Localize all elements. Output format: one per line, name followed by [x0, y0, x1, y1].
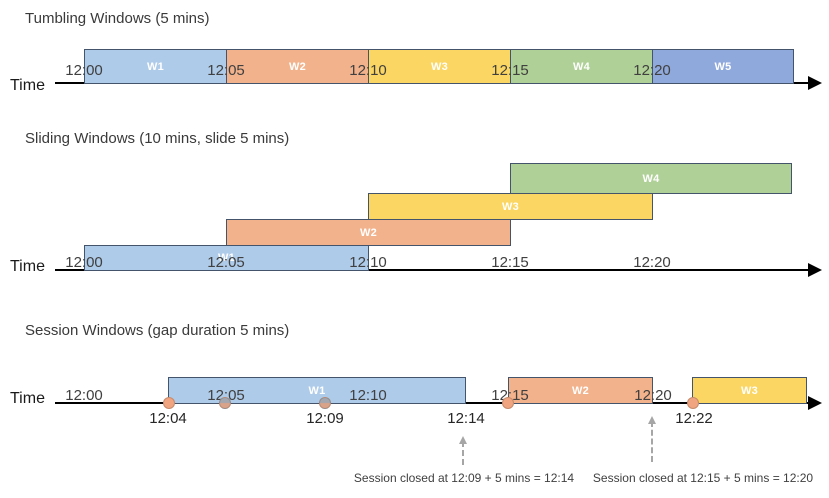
session-window-w2: W2	[508, 377, 653, 404]
window-label: W4	[642, 172, 660, 185]
event-dot-1209	[319, 397, 331, 409]
tumbling-window-w2: W2	[226, 49, 369, 84]
session-event-label-1209: 12:09	[306, 410, 344, 427]
session-tick-1220: 12:20	[634, 387, 672, 404]
session-close-arrow-icon-2	[648, 416, 656, 462]
tumbling-axis-arrow-icon	[808, 76, 822, 90]
tumbling-tick-1210: 12:10	[349, 62, 387, 79]
window-label: W1	[308, 384, 326, 397]
sliding-tick-1205: 12:05	[207, 254, 245, 271]
tumbling-tick-1205: 12:05	[207, 62, 245, 79]
tumbling-time-axis-label: Time	[10, 77, 45, 94]
tumbling-section-title: Tumbling Windows (5 mins)	[25, 10, 210, 27]
sliding-tick-1210: 12:10	[349, 254, 387, 271]
sliding-section-title: Sliding Windows (10 mins, slide 5 mins)	[25, 130, 290, 147]
window-label: W2	[571, 384, 590, 397]
tumbling-window-w3: W3	[368, 49, 511, 84]
session-close-annotation-2: Session closed at 12:15 + 5 mins = 12:20	[592, 471, 814, 485]
sliding-tick-1220: 12:20	[633, 254, 671, 271]
event-dot-1215	[502, 397, 514, 409]
session-tick-1200: 12:00	[65, 387, 103, 404]
sliding-window-w3: W3	[368, 193, 653, 220]
session-tick-1215: 12:15	[491, 387, 529, 404]
session-tick-1205: 12:05	[207, 387, 245, 404]
tumbling-tick-1200: 12:00	[65, 62, 103, 79]
event-dot-2	[219, 397, 231, 409]
sliding-time-axis-label: Time	[10, 258, 45, 275]
sliding-window-w4: W4	[510, 163, 792, 194]
event-dot-1204	[163, 397, 175, 409]
session-event-label-1214: 12:14	[447, 410, 485, 427]
window-label: W5	[714, 60, 732, 73]
session-time-axis-label: Time	[10, 390, 45, 407]
tumbling-tick-1220: 12:20	[633, 62, 671, 79]
window-label: W1	[146, 60, 165, 73]
window-label: W3	[740, 384, 759, 397]
window-label: W2	[359, 226, 378, 239]
session-axis-arrow-icon	[808, 396, 822, 410]
window-label: W3	[430, 60, 449, 73]
sliding-window-w2: W2	[226, 219, 511, 246]
event-dot-1222	[687, 397, 699, 409]
session-close-arrow-icon-1	[459, 436, 467, 465]
sliding-axis-arrow-icon	[808, 263, 822, 277]
tumbling-window-w1: W1	[84, 49, 227, 84]
tumbling-tick-1215: 12:15	[491, 62, 529, 79]
session-window-w3: W3	[692, 377, 807, 404]
window-label: W2	[288, 60, 307, 73]
sliding-tick-1200: 12:00	[65, 254, 103, 271]
sliding-window-w1: W1	[84, 245, 369, 271]
sliding-time-axis	[55, 269, 812, 271]
tumbling-window-w4: W4	[510, 49, 653, 84]
sliding-tick-1215: 12:15	[491, 254, 529, 271]
window-label: W3	[501, 200, 520, 213]
tumbling-window-w5: W5	[652, 49, 794, 84]
session-event-label-1204: 12:04	[149, 410, 187, 427]
window-label: W1	[217, 252, 236, 264]
session-tick-1210: 12:10	[349, 387, 387, 404]
session-window-w1: W1	[168, 377, 466, 404]
window-label: W4	[572, 60, 591, 73]
session-section-title: Session Windows (gap duration 5 mins)	[25, 322, 290, 339]
session-event-label-1222: 12:22	[675, 410, 713, 427]
session-close-annotation-1: Session closed at 12:09 + 5 mins = 12:14	[353, 471, 575, 485]
